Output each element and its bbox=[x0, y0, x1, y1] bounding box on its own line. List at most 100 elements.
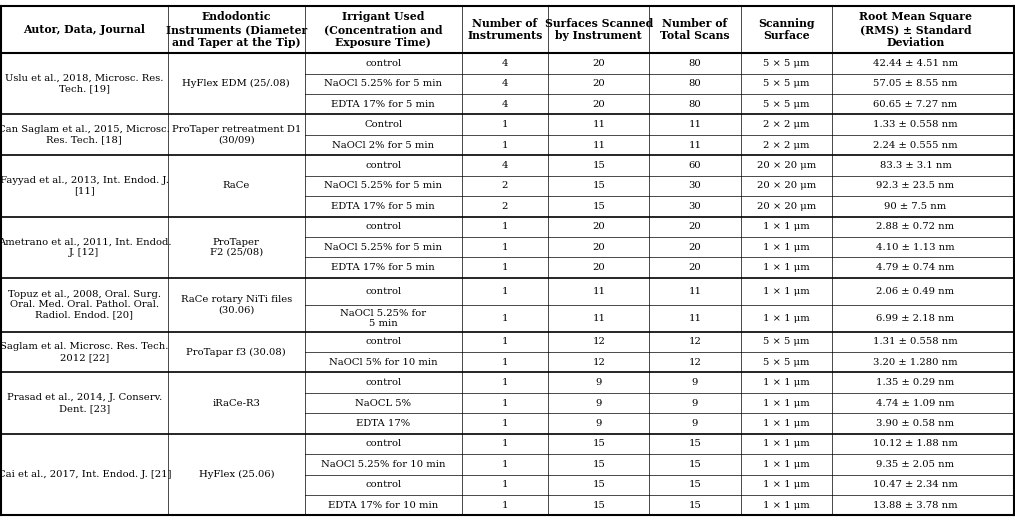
Text: 1: 1 bbox=[501, 460, 509, 469]
Text: 9: 9 bbox=[692, 378, 698, 387]
Text: 2 × 2 μm: 2 × 2 μm bbox=[763, 120, 810, 129]
Text: control: control bbox=[365, 287, 401, 296]
Text: 4.10 ± 1.13 nm: 4.10 ± 1.13 nm bbox=[876, 243, 955, 252]
Text: 9: 9 bbox=[692, 399, 698, 408]
Text: Scanning
Surface: Scanning Surface bbox=[758, 18, 814, 41]
Text: 12: 12 bbox=[593, 337, 605, 346]
Text: Number of
Total Scans: Number of Total Scans bbox=[660, 18, 730, 41]
Text: 1 × 1 μm: 1 × 1 μm bbox=[763, 501, 810, 510]
Text: iRaCe-R3: iRaCe-R3 bbox=[212, 399, 260, 408]
Text: 20 × 20 μm: 20 × 20 μm bbox=[756, 202, 816, 211]
Text: 9: 9 bbox=[596, 419, 602, 428]
Text: 1.31 ± 0.558 nm: 1.31 ± 0.558 nm bbox=[873, 337, 958, 346]
Text: EDTA 17% for 5 min: EDTA 17% for 5 min bbox=[332, 100, 435, 109]
Text: 1 × 1 μm: 1 × 1 μm bbox=[763, 399, 810, 408]
Text: 20: 20 bbox=[593, 263, 605, 272]
Text: Endodontic
Instruments (Diameter
and Taper at the Tip): Endodontic Instruments (Diameter and Tap… bbox=[165, 12, 307, 48]
Text: control: control bbox=[365, 481, 401, 489]
Text: 4: 4 bbox=[501, 161, 509, 170]
Text: 20: 20 bbox=[593, 243, 605, 252]
Text: 30: 30 bbox=[688, 181, 701, 191]
Text: 15: 15 bbox=[593, 460, 605, 469]
Text: 1: 1 bbox=[501, 358, 509, 367]
Text: 15: 15 bbox=[688, 460, 701, 469]
Text: 1: 1 bbox=[501, 140, 509, 150]
Text: 5 × 5 μm: 5 × 5 μm bbox=[763, 100, 810, 109]
Text: 1 × 1 μm: 1 × 1 μm bbox=[763, 263, 810, 272]
Text: 1 × 1 μm: 1 × 1 μm bbox=[763, 378, 810, 387]
Text: 11: 11 bbox=[688, 287, 701, 296]
Text: 6.99 ± 2.18 nm: 6.99 ± 2.18 nm bbox=[876, 314, 954, 323]
Text: 1: 1 bbox=[501, 419, 509, 428]
Text: 2.06 ± 0.49 nm: 2.06 ± 0.49 nm bbox=[876, 287, 954, 296]
Text: 5 × 5 μm: 5 × 5 μm bbox=[763, 79, 810, 89]
Text: 11: 11 bbox=[592, 287, 605, 296]
Text: Control: Control bbox=[364, 120, 402, 129]
Text: 80: 80 bbox=[688, 100, 701, 109]
Text: NaOCL 5%: NaOCL 5% bbox=[355, 399, 411, 408]
Text: 1.33 ± 0.558 nm: 1.33 ± 0.558 nm bbox=[873, 120, 958, 129]
Text: 15: 15 bbox=[593, 440, 605, 449]
Text: NaOCl 5.25% for 5 min: NaOCl 5.25% for 5 min bbox=[325, 79, 443, 89]
Text: 42.44 ± 4.51 nm: 42.44 ± 4.51 nm bbox=[873, 59, 958, 68]
Text: 5 × 5 μm: 5 × 5 μm bbox=[763, 358, 810, 367]
Text: 15: 15 bbox=[593, 161, 605, 170]
Text: 12: 12 bbox=[593, 358, 605, 367]
Text: ProTaper retreatment D1
(30/09): ProTaper retreatment D1 (30/09) bbox=[172, 125, 301, 145]
Text: Saglam et al. Microsc. Res. Tech.
2012 [22]: Saglam et al. Microsc. Res. Tech. 2012 [… bbox=[0, 342, 168, 362]
Text: 11: 11 bbox=[592, 314, 605, 323]
Text: NaOCl 5.25% for 10 min: NaOCl 5.25% for 10 min bbox=[321, 460, 446, 469]
Text: 1: 1 bbox=[501, 222, 509, 231]
Text: 20: 20 bbox=[593, 222, 605, 231]
Text: 83.3 ± 3.1 nm: 83.3 ± 3.1 nm bbox=[880, 161, 951, 170]
Text: Can Saglam et al., 2015, Microsc.
Res. Tech. [18]: Can Saglam et al., 2015, Microsc. Res. T… bbox=[0, 125, 171, 145]
Text: 1: 1 bbox=[501, 440, 509, 449]
Text: ProTapar f3 (30.08): ProTapar f3 (30.08) bbox=[187, 347, 286, 357]
Text: 2: 2 bbox=[501, 202, 509, 211]
Text: 1: 1 bbox=[501, 314, 509, 323]
Text: 20: 20 bbox=[688, 222, 701, 231]
Text: 1 × 1 μm: 1 × 1 μm bbox=[763, 222, 810, 231]
Text: 90 ± 7.5 nm: 90 ± 7.5 nm bbox=[884, 202, 947, 211]
Text: 92.3 ± 23.5 nm: 92.3 ± 23.5 nm bbox=[876, 181, 954, 191]
Text: 15: 15 bbox=[593, 181, 605, 191]
Text: 1: 1 bbox=[501, 243, 509, 252]
Text: EDTA 17% for 5 min: EDTA 17% for 5 min bbox=[332, 263, 435, 272]
Text: 20: 20 bbox=[688, 243, 701, 252]
Text: 15: 15 bbox=[593, 202, 605, 211]
Text: 1: 1 bbox=[501, 337, 509, 346]
Text: 10.47 ± 2.34 nm: 10.47 ± 2.34 nm bbox=[873, 481, 958, 489]
Text: 1: 1 bbox=[501, 378, 509, 387]
Text: 60.65 ± 7.27 nm: 60.65 ± 7.27 nm bbox=[873, 100, 957, 109]
Text: 20 × 20 μm: 20 × 20 μm bbox=[756, 181, 816, 191]
Text: 10.12 ± 1.88 nm: 10.12 ± 1.88 nm bbox=[873, 440, 958, 449]
Text: 80: 80 bbox=[688, 79, 701, 89]
Text: 4.79 ± 0.74 nm: 4.79 ± 0.74 nm bbox=[876, 263, 955, 272]
Text: 9.35 ± 2.05 nm: 9.35 ± 2.05 nm bbox=[876, 460, 954, 469]
Text: 15: 15 bbox=[688, 481, 701, 489]
Text: NaOCl 5% for 10 min: NaOCl 5% for 10 min bbox=[329, 358, 437, 367]
Text: NaOCl 5.25% for 5 min: NaOCl 5.25% for 5 min bbox=[325, 181, 443, 191]
Text: EDTA 17% for 10 min: EDTA 17% for 10 min bbox=[328, 501, 438, 510]
Text: 2.24 ± 0.555 nm: 2.24 ± 0.555 nm bbox=[873, 140, 958, 150]
Text: 20: 20 bbox=[593, 59, 605, 68]
Text: Cai et al., 2017, Int. Endod. J. [21]: Cai et al., 2017, Int. Endod. J. [21] bbox=[0, 470, 172, 479]
Text: 4.74 ± 1.09 nm: 4.74 ± 1.09 nm bbox=[876, 399, 955, 408]
Text: 15: 15 bbox=[688, 501, 701, 510]
Text: Surfaces Scanned
by Instrument: Surfaces Scanned by Instrument bbox=[545, 18, 653, 41]
Text: Uslu et al., 2018, Microsc. Res.
Tech. [19]: Uslu et al., 2018, Microsc. Res. Tech. [… bbox=[5, 74, 163, 94]
Text: 20: 20 bbox=[593, 100, 605, 109]
Text: 1.35 ± 0.29 nm: 1.35 ± 0.29 nm bbox=[876, 378, 954, 387]
Text: 60: 60 bbox=[689, 161, 701, 170]
Text: HyFlex (25.06): HyFlex (25.06) bbox=[199, 470, 274, 479]
Text: 11: 11 bbox=[688, 140, 701, 150]
Text: Ametrano et al., 2011, Int. Endod.
J. [12]: Ametrano et al., 2011, Int. Endod. J. [1… bbox=[0, 237, 172, 257]
Text: 20 × 20 μm: 20 × 20 μm bbox=[756, 161, 816, 170]
Text: 11: 11 bbox=[592, 120, 605, 129]
Text: 5 × 5 μm: 5 × 5 μm bbox=[763, 337, 810, 346]
Text: 11: 11 bbox=[688, 314, 701, 323]
Text: HyFlex EDM (25/.08): HyFlex EDM (25/.08) bbox=[183, 79, 290, 89]
Text: Autor, Data, Journal: Autor, Data, Journal bbox=[23, 24, 145, 35]
Text: RaCe rotary NiTi files
(30.06): RaCe rotary NiTi files (30.06) bbox=[181, 295, 292, 314]
Text: 1 × 1 μm: 1 × 1 μm bbox=[763, 440, 810, 449]
